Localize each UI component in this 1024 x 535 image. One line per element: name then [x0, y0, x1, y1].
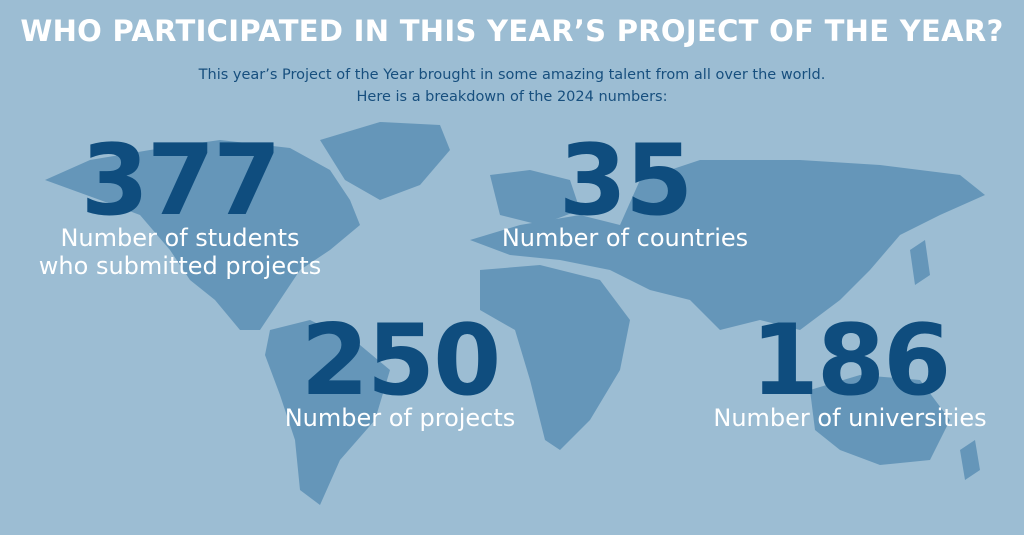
- stat-label: Number of countries: [501, 224, 749, 252]
- title: WHO PARTICIPATED IN THIS YEAR’S PROJECT …: [20, 14, 1004, 48]
- stat: 35 Number of countries: [425, 124, 825, 252]
- stat: 377 Number of students who submitted proje…: [0, 124, 380, 280]
- stat: 186 Number of universities: [650, 304, 1024, 432]
- stat-number: 377: [80, 124, 282, 238]
- stat-number: 35: [558, 124, 693, 238]
- stat-number: 250: [300, 304, 502, 418]
- stat-number: 186: [750, 304, 952, 418]
- stat: 250 Number of projects: [200, 304, 600, 432]
- stat-label: Number of universities: [713, 404, 987, 432]
- stat-label: Number of students: [60, 224, 300, 252]
- subtitle-line: This year’s Project of the Year brought …: [198, 67, 826, 83]
- stat-label: who submitted projects: [38, 252, 322, 280]
- subtitle-line: Here is a breakdown of the 2024 numbers:: [356, 89, 668, 105]
- stat-label: Number of projects: [284, 404, 516, 432]
